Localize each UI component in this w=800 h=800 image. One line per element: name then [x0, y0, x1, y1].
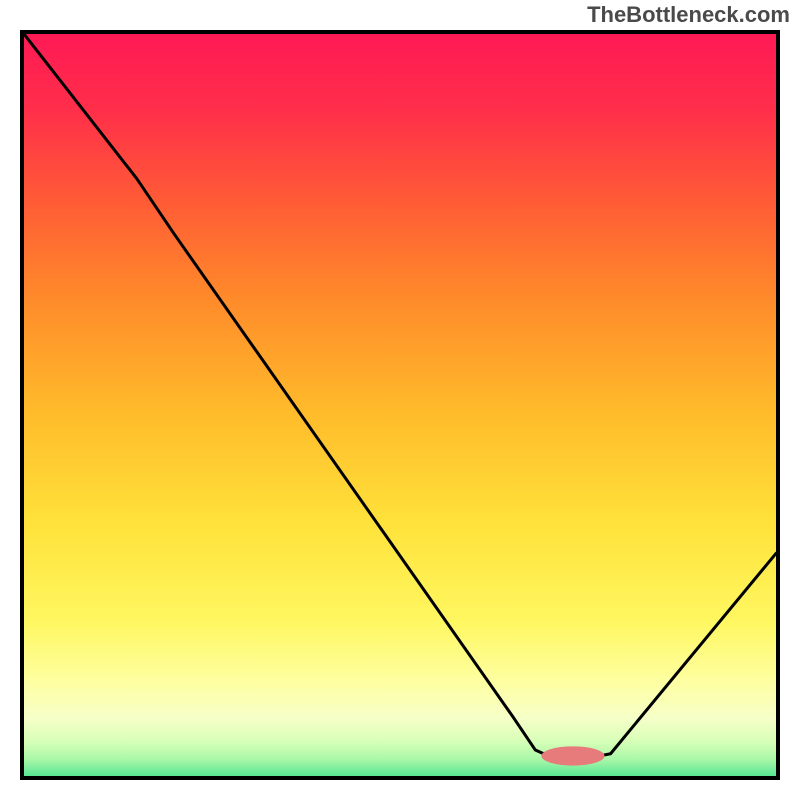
series-line — [24, 34, 776, 757]
plot-area — [20, 30, 780, 780]
chart-container: TheBottleneck.com — [0, 0, 800, 800]
optimal-marker — [541, 746, 604, 765]
watermark-text: TheBottleneck.com — [587, 2, 790, 28]
line-plot — [24, 34, 776, 776]
